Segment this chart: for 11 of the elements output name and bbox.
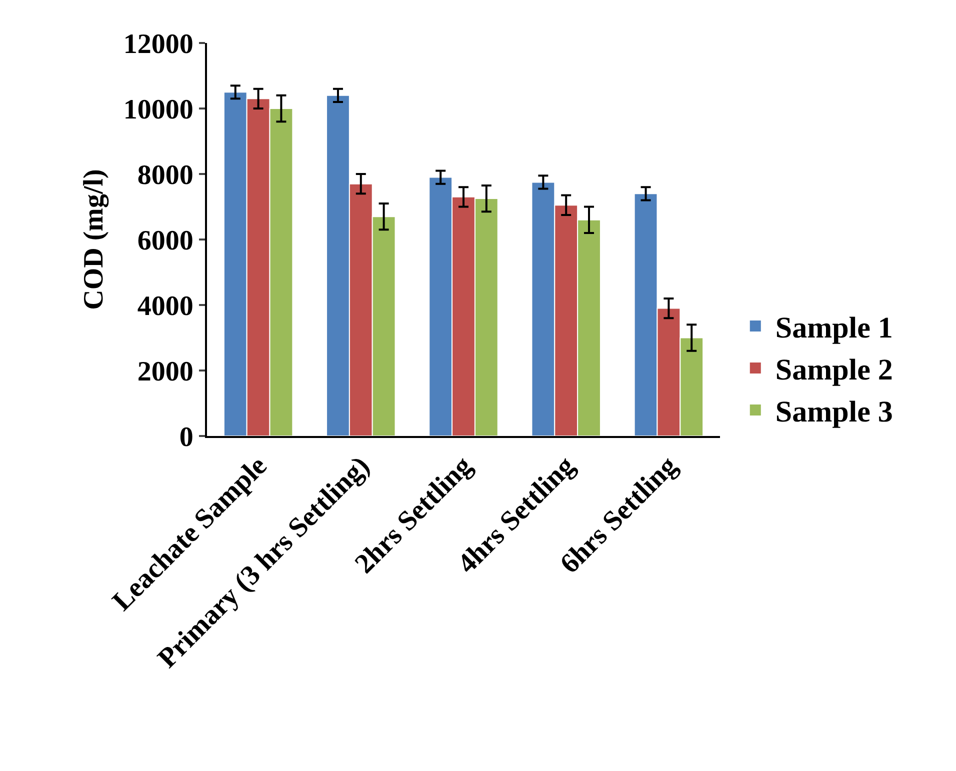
legend-label: Sample 2 xyxy=(775,354,893,387)
y-tick-label: 12000 xyxy=(123,28,194,60)
y-axis-title: COD (mg/l) xyxy=(78,169,110,310)
y-tick-label: 0 xyxy=(179,422,194,453)
legend-label: Sample 3 xyxy=(775,396,893,429)
y-tick-label: 10000 xyxy=(123,94,194,126)
y-tick-label: 8000 xyxy=(137,160,194,191)
legend-label: Sample 1 xyxy=(775,312,893,345)
y-tick-label: 2000 xyxy=(137,356,194,388)
y-tick-label: 4000 xyxy=(137,290,194,322)
y-tick-label: 6000 xyxy=(137,225,194,256)
